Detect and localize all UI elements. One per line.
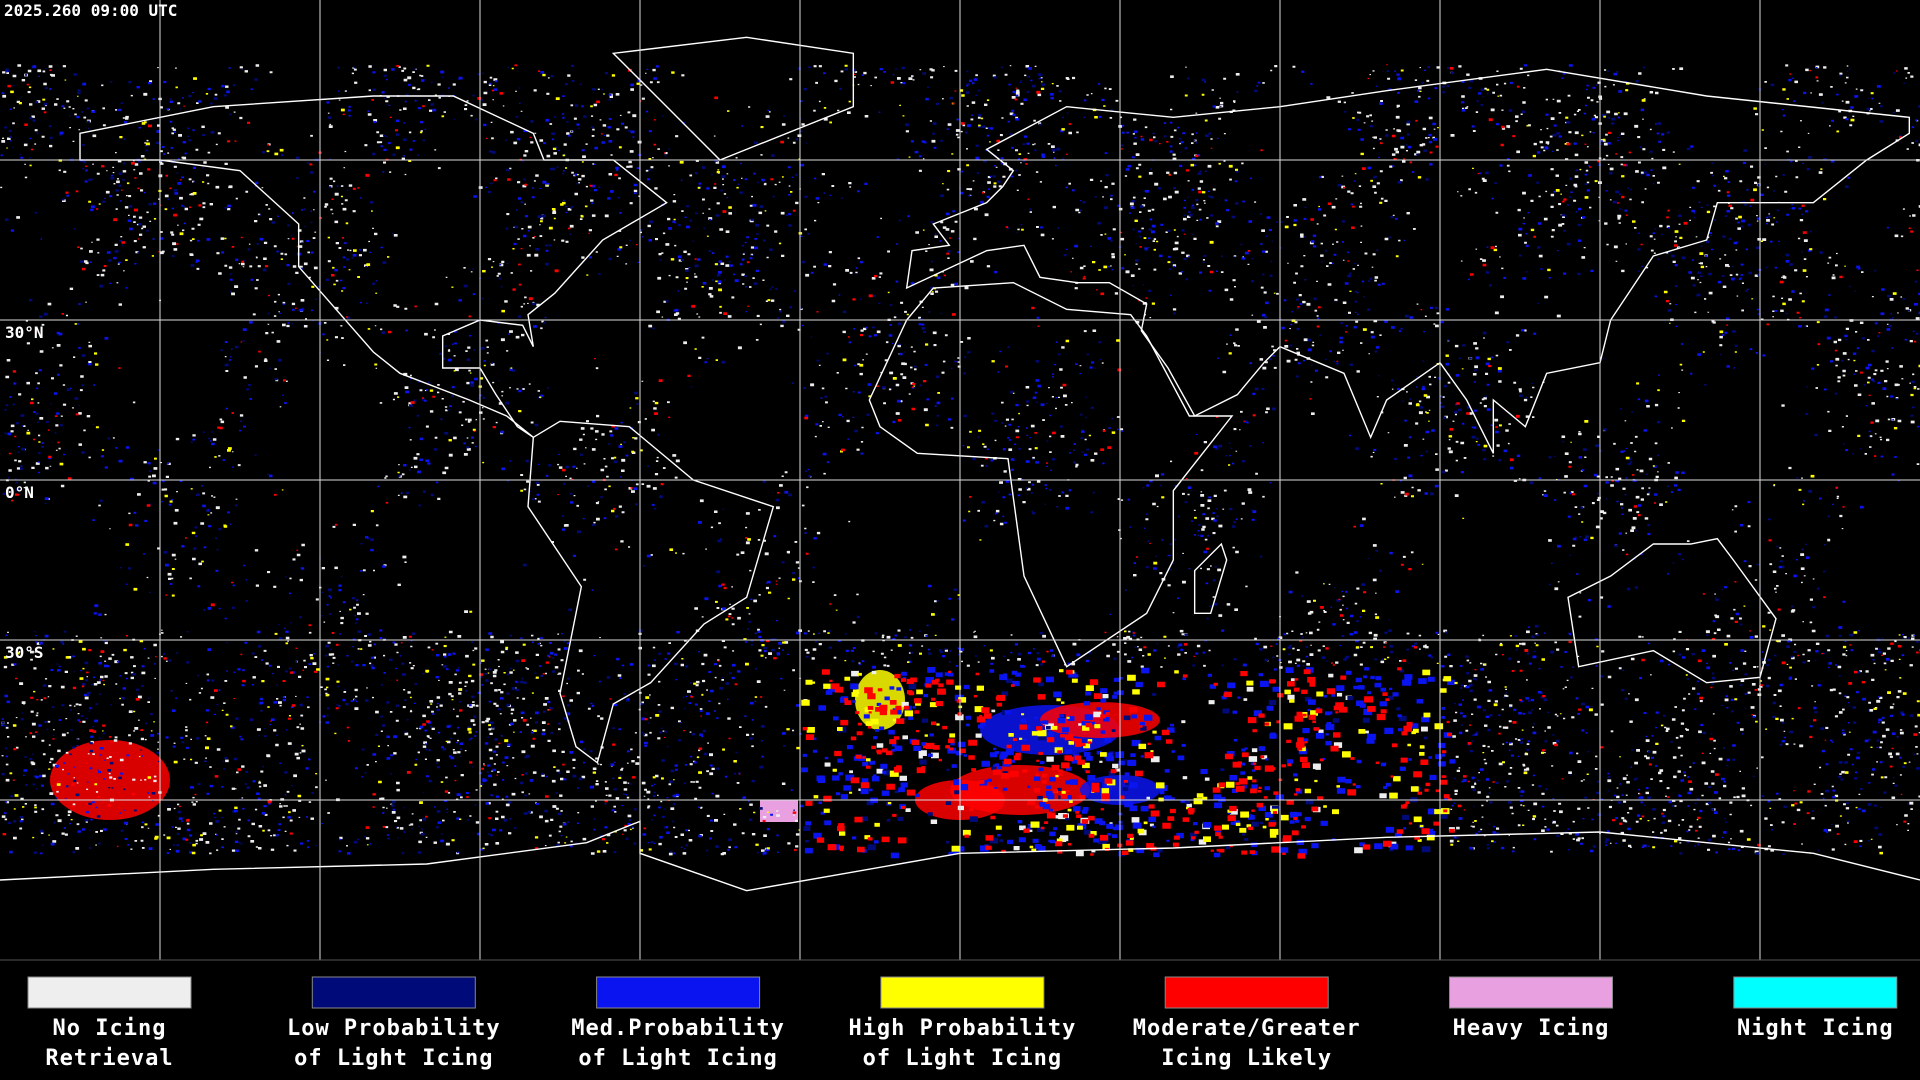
legend-swatch [311,976,476,1009]
icing-pixels [2,64,1919,859]
legend-swatch [880,976,1045,1009]
legend-swatch [596,976,761,1009]
legend-label: Moderate/Greater [1133,1016,1361,1041]
latitude-label: 30°S [5,643,44,662]
south-america [528,421,773,762]
legend-swatch [1733,976,1898,1009]
timestamp: 2025.260 09:00 UTC [4,1,177,20]
legend-label: High Probability [848,1016,1076,1041]
legend-label: of Light Icing [294,1046,493,1071]
legend: No Icing Retrieval Low Probability of Light… [27,976,1898,1071]
legend-label: of Light Icing [863,1046,1062,1071]
legend-label: No Icing [53,1016,167,1041]
legend-swatch [27,976,192,1009]
icing-patch [760,800,798,822]
graticule [0,0,1920,960]
legend-swatch [1164,976,1329,1009]
legend-label: of Light Icing [578,1046,777,1071]
legend-swatch [1449,976,1613,1009]
latitude-label: 30°N [5,323,44,342]
legend-label: Night Icing [1737,1016,1894,1041]
legend-label: Heavy Icing [1453,1016,1610,1041]
australia [1568,539,1776,683]
latitude-label: 0°N [5,483,34,502]
legend-label: Low Probability [287,1016,501,1041]
africa [869,283,1232,667]
greenland [613,37,853,160]
legend-label: Icing Likely [1161,1046,1332,1071]
legend-label: Med.Probability [571,1016,785,1041]
legend-label: Retrieval [45,1046,173,1071]
madagascar [1195,544,1227,613]
